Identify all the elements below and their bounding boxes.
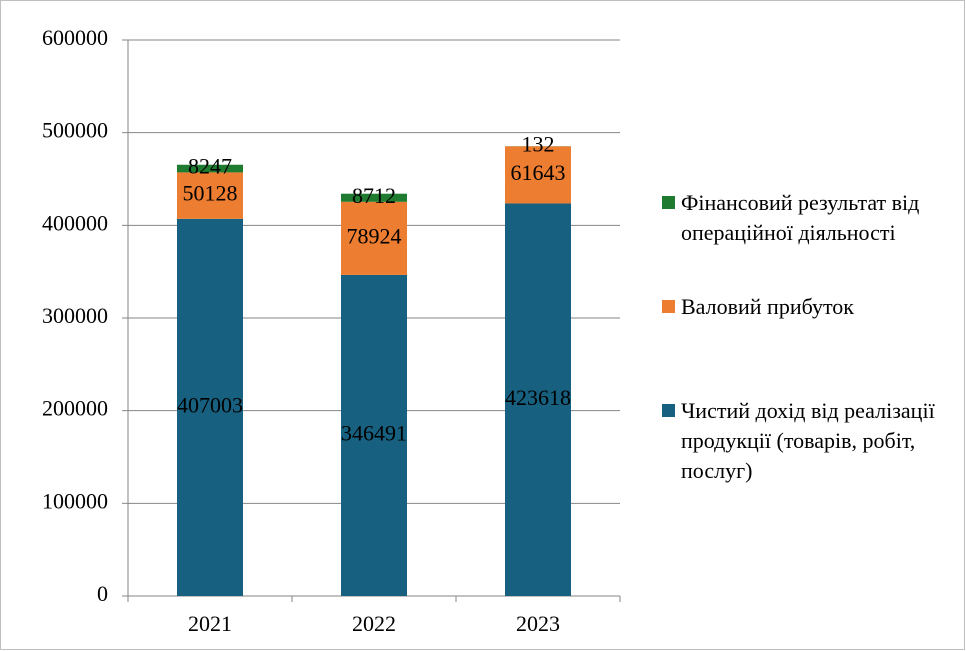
x-tick-label: 2022 [352,611,396,636]
legend-swatch [662,300,675,313]
bar-segment [177,172,243,219]
data-label: 132 [522,131,555,156]
x-tick-label: 2023 [516,611,560,636]
data-label: 8247 [188,154,232,179]
legend-swatch [662,404,675,417]
y-tick-label: 500000 [42,118,108,143]
y-tick-label: 400000 [42,210,108,235]
data-label: 423618 [505,385,571,410]
legend-item: Валовий прибуток [662,292,952,322]
bar-segment [505,146,571,204]
legend-label: Фінансовий результат від операційної дія… [681,190,920,245]
legend-label: Чистий дохід від реалізації продукції (т… [681,398,935,483]
data-label: 407003 [177,392,243,417]
data-label: 346491 [341,421,407,446]
x-tick-label: 2021 [188,611,232,636]
bar-segment [177,164,243,173]
y-tick-label: 0 [97,581,108,606]
y-tick-label: 300000 [42,303,108,328]
data-label: 78924 [347,223,402,248]
data-label: 61643 [511,160,566,185]
y-tick-label: 600000 [42,25,108,50]
bar-segment [177,218,243,597]
legend-item: Чистий дохід від реалізації продукції (т… [662,396,952,486]
legend-label: Валовий прибуток [681,294,854,319]
legend-swatch [662,196,675,209]
legend-item: Фінансовий результат від операційної дія… [662,188,952,248]
data-label: 50128 [183,181,238,206]
bar-segment [341,193,407,202]
bar-segment [505,203,571,596]
y-tick-label: 200000 [42,396,108,421]
data-label: 8712 [352,183,396,208]
bar-segment [341,201,407,275]
bar-segment [341,274,407,596]
y-tick-label: 100000 [42,488,108,513]
